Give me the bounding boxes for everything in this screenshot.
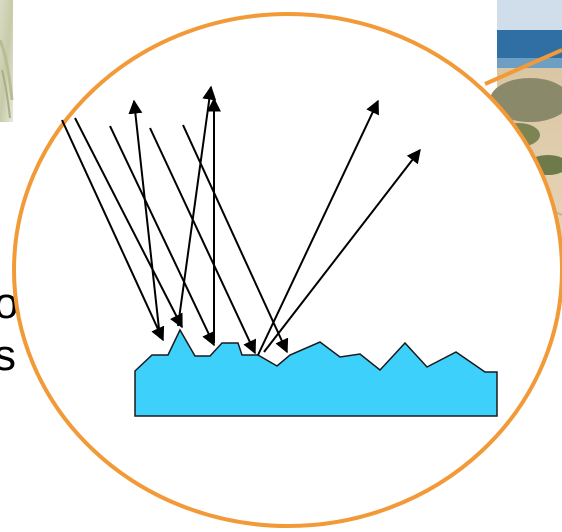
cut-text-s: s	[0, 331, 16, 380]
rough-surface	[134, 328, 498, 417]
incident-ray-1	[61, 119, 165, 342]
magnifier-circle	[12, 12, 562, 528]
grass-photo	[0, 0, 14, 122]
incident-ray-2	[74, 117, 183, 329]
reflected-ray-5	[263, 148, 421, 353]
reflected-rays	[128, 85, 421, 356]
callout-line	[484, 48, 562, 86]
reflected-ray-4	[257, 99, 379, 356]
incident-ray-3	[109, 125, 215, 347]
reflected-ray-2	[177, 85, 217, 327]
reflected-ray-1	[128, 99, 161, 339]
incident-ray-4	[149, 127, 257, 355]
